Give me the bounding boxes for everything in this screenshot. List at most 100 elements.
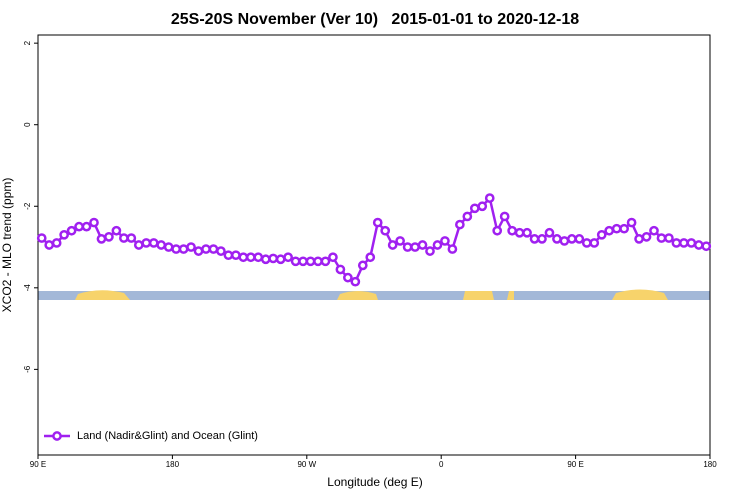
data-point — [156, 240, 167, 250]
data-point — [499, 211, 510, 222]
data-point — [537, 234, 547, 244]
data-point — [514, 227, 525, 238]
data-point — [133, 240, 144, 250]
y-axis-label: XCO2 - MLO trend (ppm) — [0, 178, 14, 313]
land-patch — [463, 291, 494, 300]
data-point — [141, 238, 152, 248]
data-point — [656, 233, 667, 243]
data-point — [186, 242, 196, 252]
data-point — [417, 240, 428, 250]
data-point — [693, 240, 704, 250]
data-point — [664, 233, 674, 243]
data-point — [357, 260, 368, 271]
data-point — [440, 236, 450, 246]
data-point — [193, 246, 204, 256]
data-point — [223, 250, 234, 261]
data-point — [649, 225, 659, 236]
data-point — [253, 252, 264, 263]
data-point — [268, 253, 279, 264]
data-point — [581, 238, 592, 248]
x-tick-label: 180 — [703, 460, 717, 469]
data-point — [425, 246, 435, 256]
data-point — [380, 225, 391, 236]
data-point — [305, 256, 316, 267]
x-tick-label: 90 W — [297, 460, 316, 469]
data-point — [522, 227, 532, 238]
data-point — [238, 252, 249, 263]
data-point — [298, 256, 308, 267]
data-point — [104, 231, 114, 242]
data-point — [290, 256, 301, 267]
data-point — [596, 229, 607, 240]
data-point — [619, 223, 629, 234]
data-point — [686, 238, 697, 248]
land-patch — [507, 291, 514, 300]
data-point — [671, 238, 682, 248]
y-tick-label: -2 — [23, 202, 32, 210]
data-point — [66, 225, 77, 236]
data-point — [589, 238, 600, 248]
data-point — [44, 240, 55, 250]
data-point — [395, 236, 405, 246]
data-point — [350, 276, 361, 287]
data-point — [51, 238, 62, 248]
data-point — [484, 193, 495, 203]
data-point — [567, 234, 577, 244]
y-tick-label: -4 — [23, 284, 32, 292]
data-point — [163, 242, 174, 252]
data-point — [462, 211, 473, 222]
data-point — [492, 225, 503, 236]
data-point — [477, 201, 488, 212]
data-point — [119, 233, 129, 243]
x-tick-label: 90 E — [567, 460, 583, 469]
data-point — [126, 233, 137, 243]
data-point — [89, 217, 99, 228]
y-tick-label: 2 — [23, 40, 32, 45]
data-point — [283, 252, 293, 263]
data-point — [148, 238, 159, 248]
data-point — [320, 256, 331, 267]
chart-title: 25S-20S November (Ver 10) 2015-01-01 to … — [171, 11, 579, 28]
land-patch — [612, 289, 668, 300]
data-point — [604, 225, 615, 236]
data-point — [59, 229, 69, 240]
data-point — [260, 254, 271, 265]
data-point — [171, 244, 181, 254]
y-tick-label: -6 — [23, 365, 32, 373]
data-point — [231, 250, 241, 261]
land-ocean-band — [38, 289, 710, 300]
data-point — [402, 242, 413, 252]
data-point — [507, 225, 517, 236]
data-point — [701, 241, 712, 252]
data-point — [455, 219, 465, 230]
y-tick-label: 0 — [23, 122, 32, 127]
data-point — [559, 236, 570, 246]
data-point — [245, 252, 256, 263]
data-point — [335, 264, 346, 275]
data-point — [36, 233, 47, 243]
data-point — [544, 227, 555, 238]
data-point — [641, 231, 652, 242]
data-point — [634, 234, 644, 244]
data-point — [626, 217, 637, 228]
data-point — [216, 246, 226, 256]
data-point — [111, 225, 122, 236]
data-point — [447, 244, 458, 254]
legend-label: Land (Nadir&Glint) and Ocean (Glint) — [77, 430, 258, 442]
x-tick-label: 0 — [439, 460, 444, 469]
data-point — [372, 217, 383, 228]
land-patch — [337, 291, 378, 300]
data-point — [328, 252, 338, 263]
data-point — [387, 240, 398, 250]
data-point — [611, 223, 622, 234]
data-point — [552, 234, 562, 244]
data-point — [679, 238, 689, 248]
data-point — [313, 256, 323, 267]
data-point — [432, 240, 443, 250]
series-line — [40, 195, 707, 284]
data-point — [275, 254, 286, 265]
data-point — [410, 242, 420, 252]
x-tick-label: 180 — [166, 460, 180, 469]
data-point — [208, 244, 219, 254]
data-point — [529, 234, 540, 244]
